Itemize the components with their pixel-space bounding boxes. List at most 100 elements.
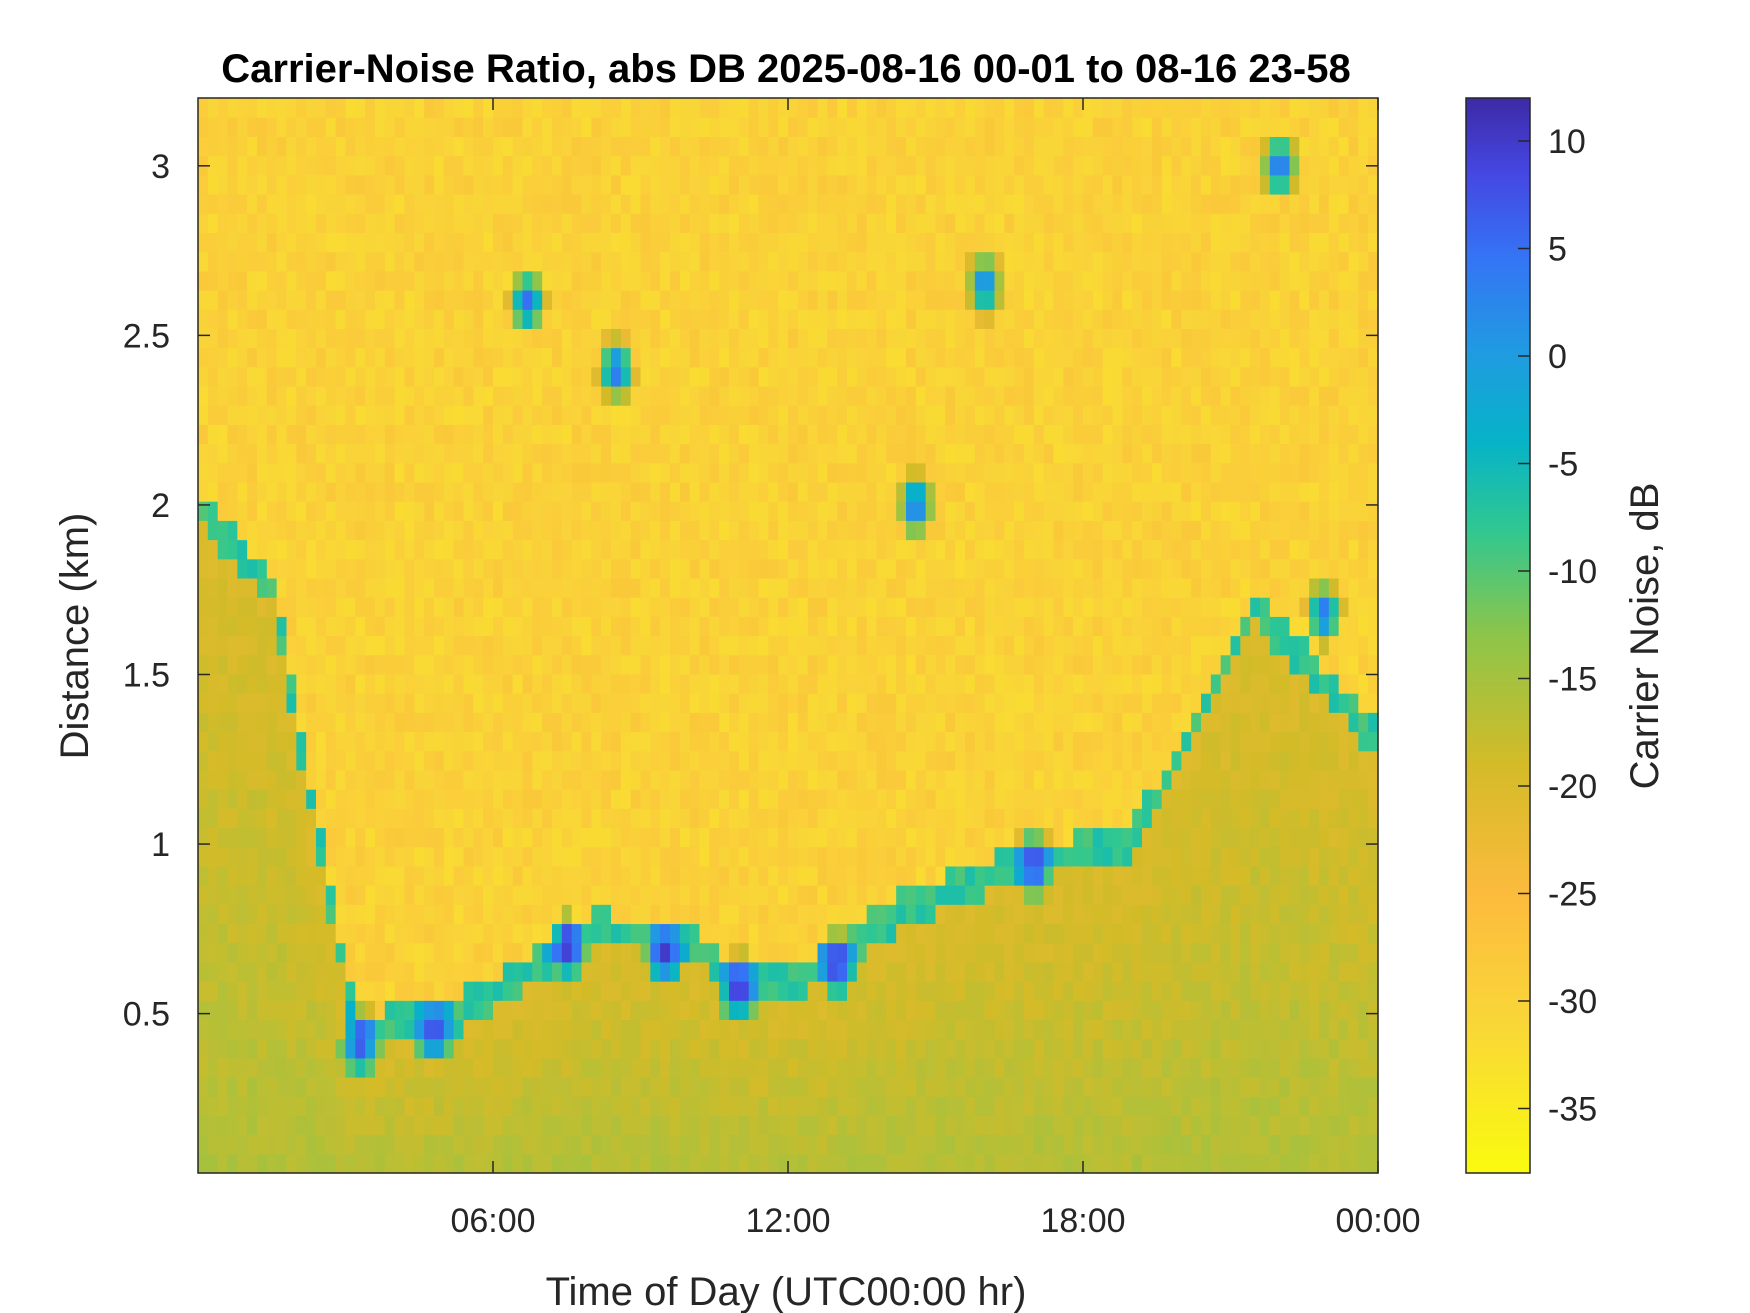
heatmap-cell [296, 693, 307, 713]
heatmap-cell [955, 731, 966, 752]
heatmap-cell [542, 1077, 553, 1097]
heatmap-cell [984, 251, 996, 272]
heatmap-cell [404, 673, 415, 694]
heatmap-cell [827, 501, 838, 521]
heatmap-cell [561, 693, 573, 713]
heatmap-cell [257, 481, 268, 502]
heatmap-cell [827, 251, 838, 272]
heatmap-cell [227, 904, 238, 925]
heatmap-cell [699, 942, 710, 963]
heatmap-cell [335, 155, 347, 176]
heatmap-cell [945, 731, 956, 752]
heatmap-cell [542, 597, 553, 617]
heatmap-cell [217, 539, 229, 560]
heatmap-cell [542, 405, 553, 425]
heatmap-cell [866, 1134, 878, 1155]
heatmap-cell [601, 616, 612, 637]
heatmap-cell [915, 789, 927, 809]
heatmap-cell [591, 846, 602, 867]
heatmap-cell [365, 1038, 376, 1059]
heatmap-cell [512, 904, 524, 925]
heatmap-cell [424, 366, 435, 387]
heatmap-cell [601, 117, 612, 137]
heatmap-cell [611, 1057, 622, 1078]
heatmap-cell [974, 1038, 986, 1059]
heatmap-cell [1004, 174, 1015, 195]
heatmap-cell [335, 1096, 347, 1117]
heatmap-cell [925, 597, 937, 617]
heatmap-cell [611, 1000, 622, 1021]
heatmap-cell [434, 923, 445, 944]
heatmap-cell [601, 328, 612, 349]
heatmap-cell [1053, 789, 1064, 809]
heatmap-cell [306, 270, 317, 291]
heatmap-cell [984, 1038, 996, 1059]
heatmap-cell [847, 213, 858, 233]
heatmap-cell [827, 1038, 838, 1059]
heatmap-cell [876, 750, 887, 771]
heatmap-cell [886, 558, 897, 579]
heatmap-cell [384, 405, 396, 425]
heatmap-cell [915, 520, 927, 541]
heatmap-cell [1053, 462, 1064, 483]
heatmap-cell [611, 98, 622, 118]
heatmap-cell [532, 1019, 543, 1040]
heatmap-cell [1033, 193, 1045, 214]
heatmap-cell [394, 808, 406, 829]
heatmap-cell [257, 865, 268, 886]
heatmap-cell [915, 366, 927, 387]
heatmap-cell [502, 117, 514, 137]
heatmap-cell [502, 1000, 514, 1021]
heatmap-cell [906, 712, 917, 733]
heatmap-cell [837, 981, 848, 1001]
heatmap-cell [286, 405, 297, 425]
heatmap-cell [837, 731, 848, 752]
heatmap-cell [768, 1019, 779, 1040]
heatmap-cell [453, 1153, 465, 1174]
heatmap-cell [896, 309, 907, 329]
heatmap-cell [837, 789, 848, 809]
heatmap-cell [709, 98, 720, 118]
heatmap-cell [837, 654, 848, 675]
heatmap-cell [453, 1000, 465, 1021]
heatmap-cell [493, 213, 504, 233]
heatmap-cell [601, 520, 612, 541]
heatmap-cell [847, 328, 858, 349]
heatmap-cell [414, 577, 425, 598]
heatmap-cell [493, 366, 504, 387]
heatmap-cell [581, 270, 592, 291]
heatmap-cell [768, 1096, 779, 1117]
heatmap-cell [512, 1038, 524, 1059]
heatmap-cell [424, 1153, 435, 1174]
heatmap-cell [1073, 1000, 1084, 1021]
heatmap-cell [434, 136, 445, 157]
heatmap-cell [355, 481, 366, 502]
heatmap-cell [561, 155, 573, 176]
heatmap-cell [581, 616, 592, 637]
heatmap-cell [886, 635, 897, 656]
heatmap-cell [876, 232, 887, 253]
heatmap-cell [296, 769, 307, 790]
heatmap-cell [325, 366, 337, 387]
heatmap-cell [729, 539, 740, 560]
heatmap-cell [945, 1096, 956, 1117]
heatmap-cell [788, 193, 799, 214]
heatmap-cell [925, 731, 937, 752]
heatmap-cell [679, 213, 691, 233]
heatmap-cell [493, 1096, 504, 1117]
heatmap-cell [817, 635, 828, 656]
heatmap-cell [974, 1000, 986, 1021]
heatmap-cell [630, 539, 642, 560]
heatmap-cell [650, 597, 661, 617]
heatmap-cell [257, 981, 268, 1001]
heatmap-cell [670, 136, 681, 157]
heatmap-cell [345, 731, 356, 752]
heatmap-cell [768, 289, 779, 310]
heatmap-cell [748, 501, 760, 521]
heatmap-cell [276, 462, 288, 483]
heatmap-cell [473, 750, 484, 771]
heatmap-cell [758, 443, 769, 464]
heatmap-cell [768, 846, 779, 867]
heatmap-cell [1004, 865, 1015, 886]
heatmap-cell [719, 865, 730, 886]
